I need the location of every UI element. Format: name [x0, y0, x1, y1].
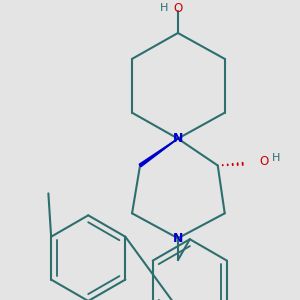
- Text: H: H: [272, 152, 280, 163]
- Text: O: O: [260, 155, 269, 168]
- Text: N: N: [173, 232, 183, 245]
- Text: H: H: [160, 3, 168, 13]
- Polygon shape: [139, 139, 178, 167]
- Text: O: O: [173, 2, 182, 15]
- Text: N: N: [173, 132, 183, 145]
